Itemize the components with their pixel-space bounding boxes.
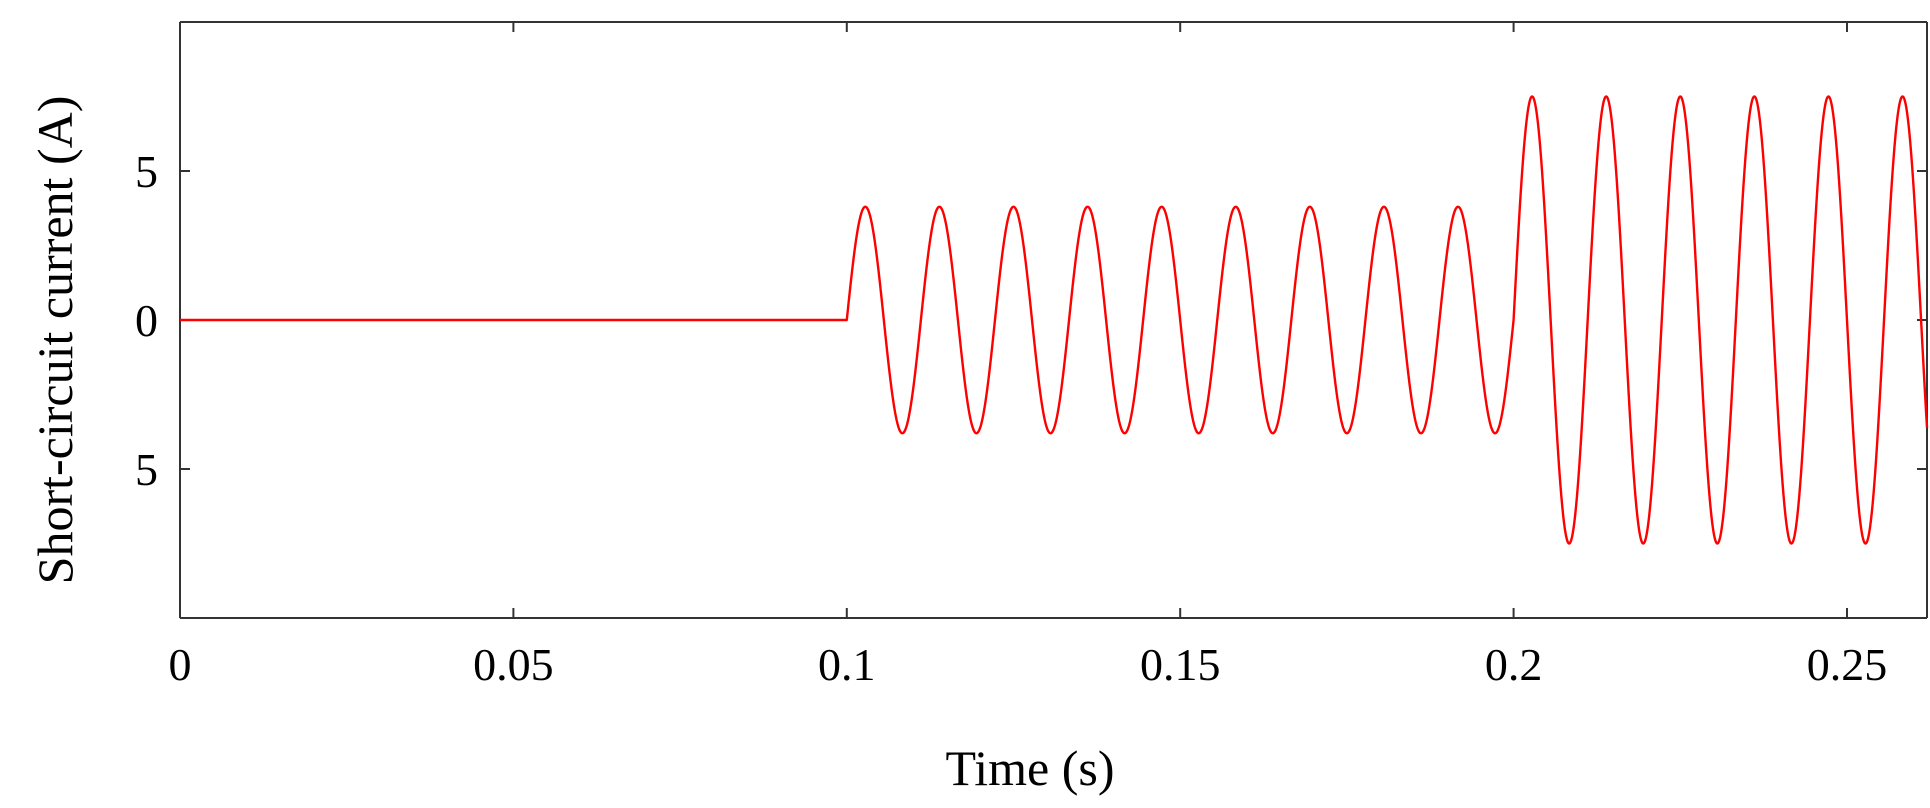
x-tick-label: 0.05: [473, 639, 554, 690]
y-tick-label: 5: [135, 146, 158, 197]
x-tick-label: 0: [169, 639, 192, 690]
x-axis-title: Time (s): [945, 740, 1114, 796]
y-axis-title: Short-circuit current (A): [27, 96, 83, 585]
plot-area: 0 0.05 0.1 0.15 0.2 0.25 5 0 5: [135, 21, 1929, 690]
y-tick-label: 5: [135, 444, 158, 495]
series-line: [179, 95, 1929, 545]
x-axis-title-group: Time (s): [945, 740, 1114, 796]
x-tick-label: 0.25: [1807, 639, 1888, 690]
x-tick-label: 0.15: [1140, 639, 1221, 690]
x-tick-label: 0.2: [1485, 639, 1543, 690]
x-tick-label: 0.1: [818, 639, 876, 690]
y-tick-label: 0: [135, 295, 158, 346]
y-axis-title-group: Short-circuit current (A): [27, 96, 83, 585]
